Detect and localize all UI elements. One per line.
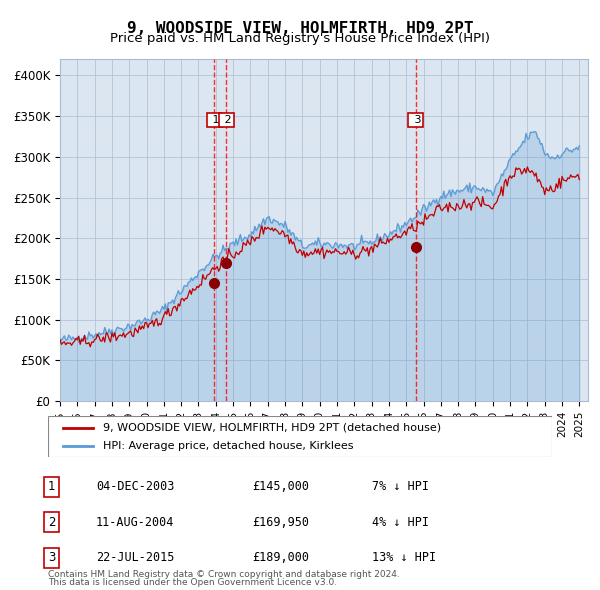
Text: 1: 1 [48, 480, 56, 493]
Text: 2: 2 [221, 115, 232, 125]
Text: 3: 3 [48, 551, 55, 564]
Text: 22-JUL-2015: 22-JUL-2015 [96, 551, 175, 564]
Text: This data is licensed under the Open Government Licence v3.0.: This data is licensed under the Open Gov… [48, 578, 337, 587]
Text: 7% ↓ HPI: 7% ↓ HPI [372, 480, 429, 493]
Text: 2: 2 [48, 516, 56, 529]
Text: Price paid vs. HM Land Registry's House Price Index (HPI): Price paid vs. HM Land Registry's House … [110, 32, 490, 45]
Text: £145,000: £145,000 [252, 480, 309, 493]
Text: Contains HM Land Registry data © Crown copyright and database right 2024.: Contains HM Land Registry data © Crown c… [48, 571, 400, 579]
Text: 13% ↓ HPI: 13% ↓ HPI [372, 551, 436, 564]
Text: HPI: Average price, detached house, Kirklees: HPI: Average price, detached house, Kirk… [103, 441, 354, 451]
Text: 9, WOODSIDE VIEW, HOLMFIRTH, HD9 2PT (detached house): 9, WOODSIDE VIEW, HOLMFIRTH, HD9 2PT (de… [103, 422, 442, 432]
Text: £189,000: £189,000 [252, 551, 309, 564]
FancyBboxPatch shape [48, 416, 552, 457]
Text: 4% ↓ HPI: 4% ↓ HPI [372, 516, 429, 529]
Text: 04-DEC-2003: 04-DEC-2003 [96, 480, 175, 493]
Text: 3: 3 [410, 115, 421, 125]
Text: 1: 1 [209, 115, 220, 125]
Text: 11-AUG-2004: 11-AUG-2004 [96, 516, 175, 529]
Text: £169,950: £169,950 [252, 516, 309, 529]
Text: 9, WOODSIDE VIEW, HOLMFIRTH, HD9 2PT: 9, WOODSIDE VIEW, HOLMFIRTH, HD9 2PT [127, 21, 473, 35]
